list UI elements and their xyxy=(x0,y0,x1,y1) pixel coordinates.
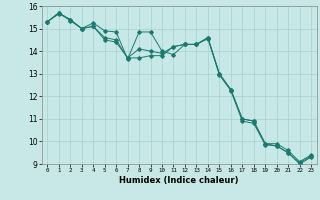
X-axis label: Humidex (Indice chaleur): Humidex (Indice chaleur) xyxy=(119,176,239,185)
